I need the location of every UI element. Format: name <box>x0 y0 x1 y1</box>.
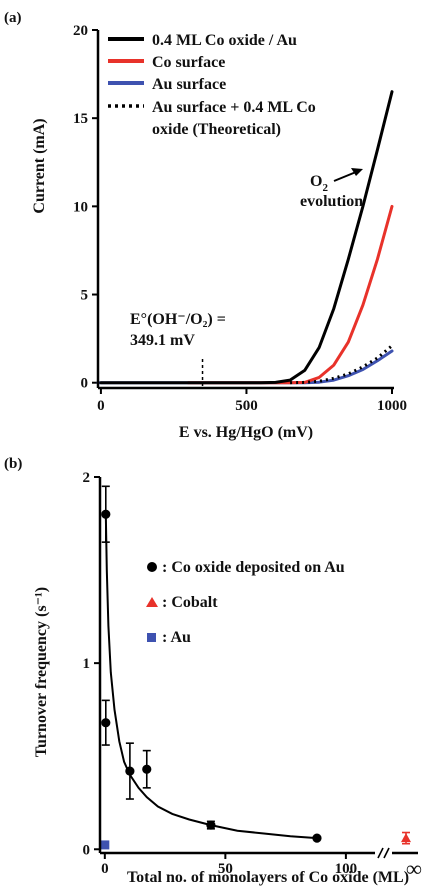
panel-b-legend-label: : Cobalt <box>162 594 218 611</box>
panel-b-xlabel: Total no. of monolayers of Co oxide (ML) <box>127 869 409 886</box>
panel-b-ytick-label: 1 <box>83 656 91 672</box>
panel-b-data-point-co-oxide <box>125 766 135 776</box>
panel-a-series-line <box>186 204 394 385</box>
panel-a-legend-label: oxide (Theoretical) <box>152 121 281 138</box>
panel-a-ytick-label: 20 <box>73 23 88 39</box>
panel-a-e0-annotation-line2: 349.1 mV <box>130 332 195 349</box>
panel-b-ytick-label: 2 <box>83 470 91 486</box>
panel-a-series-line <box>99 90 394 385</box>
panel-b-legend-marker-circle <box>147 562 157 572</box>
panel-b-data-point-cobalt <box>401 833 411 843</box>
panel-b-label: (b) <box>4 456 22 472</box>
panel-a-xtick-label: 1000 <box>377 398 407 414</box>
panel-b-axis-break-mark <box>383 847 390 859</box>
panel-b-xtick-label: 100 <box>335 861 358 877</box>
panel-b-xtick-label: 0 <box>101 861 109 877</box>
panel-b-data-point-co-oxide <box>101 509 111 519</box>
panel-a-legend-label: Co surface <box>152 54 225 71</box>
panel-a-series-line <box>96 349 394 385</box>
panel-a-o2-annotation: O2 <box>310 173 328 194</box>
panel-b-data-point-co-oxide <box>142 764 152 774</box>
panel-b-axis-break-mark <box>377 847 384 859</box>
panel-b-axes <box>98 477 418 859</box>
panel-a-annotation-arrow <box>333 171 357 182</box>
panel-b-data-point-co-oxide <box>101 718 111 728</box>
panel-a-e0-annotation-line1: E°(OH⁻/O₂) = <box>130 311 226 328</box>
panel-a-tick-labels: 0 5 10 15 20 0 500 1000 <box>73 23 407 414</box>
panel-b-tick-labels: 0 1 2 0 50 100 ∞ <box>83 470 423 881</box>
panel-a-ytick-label: 0 <box>81 376 89 392</box>
panel-b-data-point-co-oxide <box>312 833 322 843</box>
panel-b-legend-marker-square <box>147 633 156 642</box>
panel-a-series-lines <box>96 90 394 385</box>
panel-a-xtick-label: 500 <box>235 398 258 414</box>
panel-b-data-marks <box>100 485 411 850</box>
panel-a-ylabel: Current (mA) <box>31 118 48 213</box>
panel-a-xtick-label: 0 <box>97 398 105 414</box>
panel-b-infinity-tick-label: ∞ <box>406 856 422 881</box>
panel-a-legend-label: Au surface + 0.4 ML Co <box>152 99 316 116</box>
panel-b-legend: : Co oxide deposited on Au : Cobalt : Au <box>146 559 345 646</box>
panel-a-axes <box>96 30 394 390</box>
panel-b-fit-curve <box>104 514 318 840</box>
panel-a-legend-label: 0.4 ML Co oxide / Au <box>152 32 297 49</box>
panel-b-legend-label: : Co oxide deposited on Au <box>162 559 345 576</box>
panel-a-ytick-label: 5 <box>81 288 89 304</box>
panel-a-legend-label: Au surface <box>152 76 226 93</box>
panel-a-legend: 0.4 ML Co oxide / Au Co surface Au surface… <box>108 32 316 138</box>
panel-b-ytick-label: 0 <box>83 842 91 858</box>
panel-a-label: (a) <box>4 10 22 26</box>
panel-b-ylabel: Turnover frequency (s⁻¹) <box>33 587 50 757</box>
panel-a-ytick-label: 10 <box>73 199 88 215</box>
panel-a-annotation-arrowhead <box>351 168 363 176</box>
panel-b-data-point-au <box>100 840 110 850</box>
panel-b-legend-label: : Au <box>162 629 191 646</box>
panel-b-xtick-label: 50 <box>218 861 233 877</box>
panel-a-evolution-annotation: evolution <box>300 193 363 210</box>
panel-a-xlabel: E vs. Hg/HgO (mV) <box>179 424 313 441</box>
panel-b-data-point-co-oxide <box>206 820 216 830</box>
panel-b-legend-marker-triangle <box>146 597 158 607</box>
panel-a-ytick-label: 15 <box>73 111 88 127</box>
